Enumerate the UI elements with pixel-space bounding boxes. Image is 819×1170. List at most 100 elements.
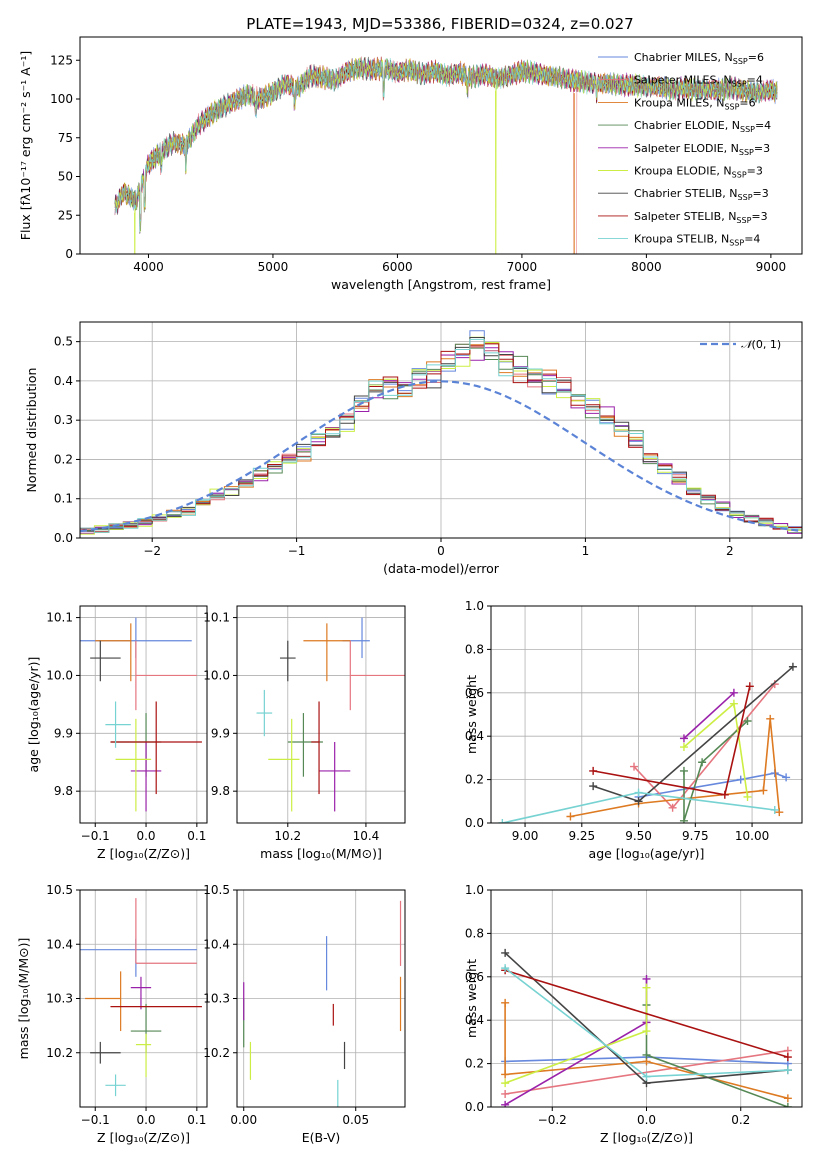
x-tick-label: 0.0 <box>136 1113 155 1127</box>
x-tick-label: 1 <box>582 544 590 558</box>
weight-marker <box>642 1027 651 1036</box>
x-axis-label: age [log₁₀(age/yr)] <box>589 846 705 861</box>
x-tick-label: 7000 <box>507 260 538 274</box>
point-6 <box>90 640 121 682</box>
weight-marker <box>766 714 775 723</box>
x-tick-label: 8000 <box>631 260 662 274</box>
y-tick-label: 0.2 <box>465 1057 484 1071</box>
x-axis-label: Z [log₁₀(Z/Z⊙)] <box>97 1130 190 1145</box>
y-tick-label: 100 <box>50 92 73 106</box>
weight-marker <box>501 1089 510 1098</box>
weight-series-1 <box>504 1049 789 1095</box>
weight-marker <box>775 808 784 817</box>
legend-sub: SSP <box>732 80 747 89</box>
point-1 <box>349 640 405 711</box>
x-tick-label: 4000 <box>133 260 164 274</box>
legend-sub: SSP <box>724 102 739 111</box>
y-axis-label: Flux [fλ10⁻¹⁷ erg cm⁻² s⁻¹ A⁻¹] <box>18 51 33 240</box>
legend-suffix: =4 <box>744 233 760 246</box>
x-tick-label: 9.75 <box>682 829 709 843</box>
point-4 <box>319 741 351 812</box>
point-0 <box>80 617 192 659</box>
point-6 <box>279 640 296 682</box>
axes-frame <box>236 605 406 824</box>
y-tick-label: 10.0 <box>46 668 73 682</box>
x-tick-label: −0.1 <box>81 829 110 843</box>
axes-frame <box>490 605 803 824</box>
legend-suffix: =3 <box>753 187 769 200</box>
weight-marker <box>589 782 598 791</box>
panel-2: −0.1 0.0 0.1 9.8 9.9 10.0 10.1 Z [log₁₀(Z/Z⊙)] a… <box>26 605 208 861</box>
weight-marker <box>783 1053 792 1062</box>
weight-marker <box>642 974 651 983</box>
weight-series-6 <box>592 666 794 803</box>
y-axis-label: Normed distribution <box>24 368 39 493</box>
weight-marker <box>720 790 729 799</box>
weight-marker <box>501 1100 510 1107</box>
plot-area <box>80 330 802 538</box>
legend-entry: Kroupa ELODIE, NSSP=3 <box>634 165 763 180</box>
x-tick-label: 9.50 <box>625 829 652 843</box>
x-tick-label: 9000 <box>756 260 787 274</box>
weight-series-1 <box>633 683 776 810</box>
y-tick-label: 0.6 <box>465 686 484 700</box>
panel-6: 0.00 0.05 10.2 10.3 10.4 10.5 E(B-V) <box>203 883 406 1145</box>
y-tick-label: 75 <box>58 131 73 145</box>
plot-area <box>501 948 792 1107</box>
axes-frame <box>79 36 803 255</box>
legend-entry: Kroupa MILES, NSSP=6 <box>634 96 756 111</box>
legend-entry: Chabrier MILES, NSSP=6 <box>634 51 764 66</box>
x-tick-label: 0.1 <box>187 1113 206 1127</box>
x-tick-label: 0.0 <box>136 829 155 843</box>
x-tick-label: −1 <box>288 544 306 558</box>
weight-marker <box>729 688 738 697</box>
x-axis-label: Z [log₁₀(Z/Z⊙)] <box>97 846 190 861</box>
weight-marker <box>783 1094 792 1103</box>
x-tick-label: 5000 <box>258 260 289 274</box>
weight-marker <box>501 948 510 957</box>
weight-marker <box>679 766 688 775</box>
weight-marker <box>745 682 754 691</box>
panel-3: 10.2 10.4 9.8 9.9 10.0 10.1 mass [log₁₀(M/M⊙)] <box>203 605 406 861</box>
point-5 <box>115 718 152 812</box>
point-6 <box>90 1041 121 1064</box>
point-1 <box>135 640 197 711</box>
legend-name: 𝒩 <box>741 338 755 351</box>
point-8 <box>105 701 131 748</box>
legend-suffix: =4 <box>755 119 771 132</box>
y-tick-label: 0.0 <box>54 531 73 545</box>
weight-marker <box>501 1079 510 1088</box>
spectrum-series-8 <box>114 57 778 233</box>
legend-name: Salpeter STELIB, N <box>634 210 736 223</box>
plot-area <box>243 900 402 1107</box>
legend-args: (0, 1) <box>752 338 782 351</box>
legend-sub: SSP <box>732 171 747 180</box>
y-tick-label: 10.5 <box>203 883 230 897</box>
x-tick-label: 10.00 <box>735 829 769 843</box>
legend-entry: Kroupa STELIB, NSSP=4 <box>634 233 760 248</box>
x-tick-label: 0.00 <box>230 1113 257 1127</box>
point-7 <box>110 701 202 795</box>
point-2 <box>85 971 122 1032</box>
weight-marker <box>501 998 510 1007</box>
y-tick-label: 10.4 <box>203 937 230 951</box>
y-axis-label: mass [log₁₀(M/M⊙)] <box>16 938 31 1060</box>
y-tick-label: 0.8 <box>465 642 484 656</box>
x-axis-label: mass [log₁₀(M/M⊙)] <box>260 846 382 861</box>
plot-area <box>80 898 202 1097</box>
y-tick-label: 1.0 <box>465 883 484 897</box>
weight-marker <box>501 1070 510 1079</box>
point-8 <box>256 689 273 737</box>
x-tick-label: 0.2 <box>731 1113 750 1127</box>
legend-suffix: =4 <box>747 74 763 87</box>
weight-marker <box>788 662 797 671</box>
spectrum-title: PLATE=1943, MJD=53386, FIBERID=0324, z=0… <box>246 15 633 33</box>
legend-suffix: =3 <box>751 210 767 223</box>
legend-name: Chabrier ELODIE, N <box>634 119 740 132</box>
weight-marker <box>501 964 510 973</box>
legend-entry: Salpeter ELODIE, NSSP=3 <box>634 142 770 157</box>
legend-sub: SSP <box>739 148 754 157</box>
plot-area <box>80 617 202 812</box>
y-tick-label: 0.5 <box>54 335 73 349</box>
